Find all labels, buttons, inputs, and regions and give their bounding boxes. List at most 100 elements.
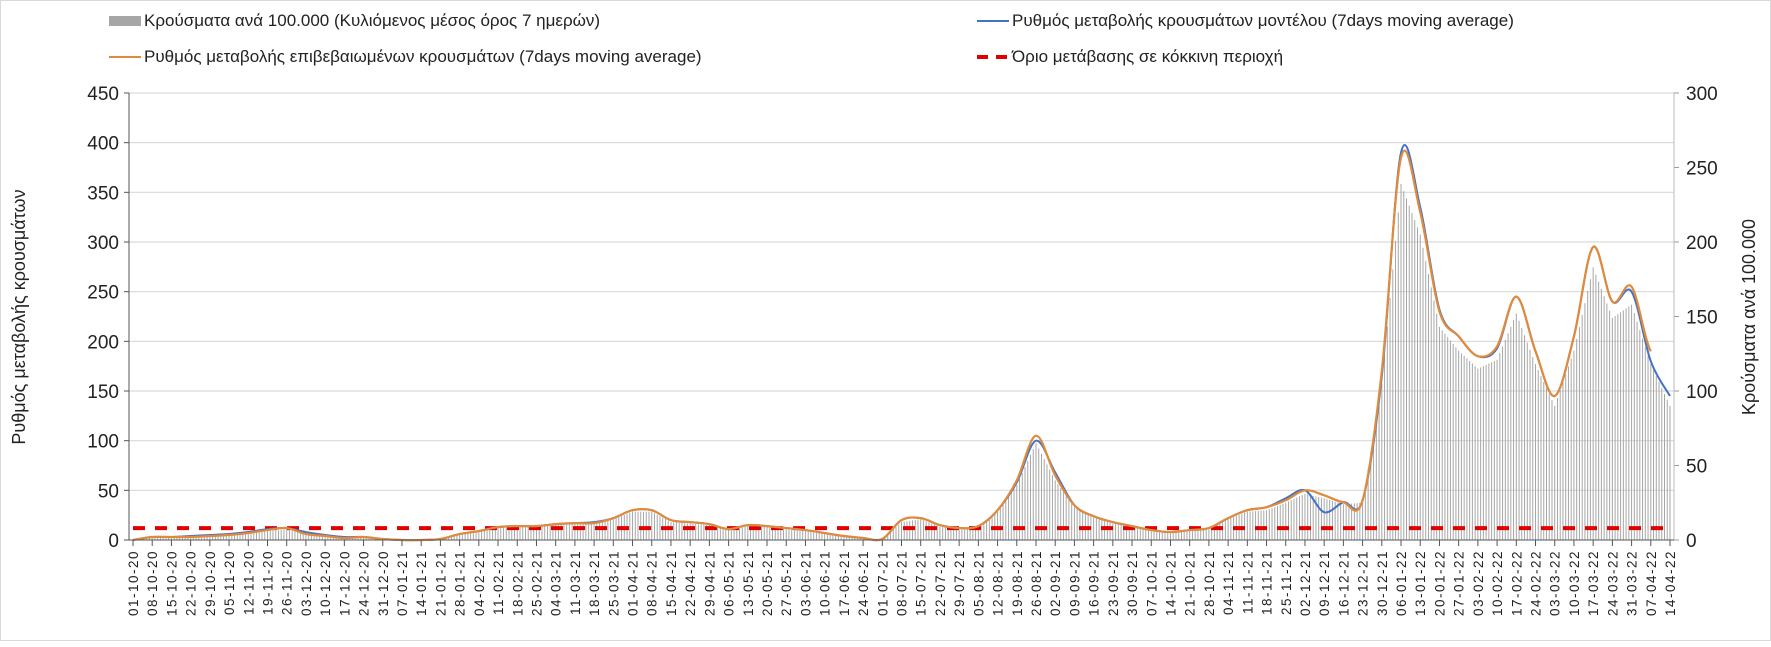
legend-item-model: Ρυθμός μεταβολής κρουσμάτων μοντέλου (7d… bbox=[977, 11, 1514, 31]
x-tick-label: 19-11-20 bbox=[260, 550, 275, 615]
legend-swatch-bars bbox=[109, 16, 141, 26]
x-tick-label: 09-12-21 bbox=[1317, 550, 1332, 616]
x-tick-label: 20-05-21 bbox=[760, 550, 775, 616]
x-tick-label: 20-01-22 bbox=[1432, 550, 1447, 616]
y-tick-label-right: 50 bbox=[1686, 457, 1707, 478]
x-tick-label: 29-04-21 bbox=[702, 550, 717, 616]
x-tick-label: 03-06-21 bbox=[798, 550, 813, 616]
x-tick-label: 28-10-21 bbox=[1202, 550, 1217, 616]
x-tick-label: 13-01-22 bbox=[1413, 550, 1428, 616]
x-tick-label: 21-01-21 bbox=[433, 550, 448, 616]
x-tick-label: 15-04-21 bbox=[664, 550, 679, 616]
x-tick-label: 25-11-21 bbox=[1279, 550, 1294, 615]
y-tick-label-left: 350 bbox=[87, 183, 119, 204]
x-tick-label: 22-10-20 bbox=[184, 550, 199, 616]
legend-item-threshold: Όριο μετάβασης σε κόκκινη περιοχή bbox=[977, 47, 1283, 67]
x-tick-label: 08-07-21 bbox=[895, 550, 910, 616]
bar-series bbox=[135, 183, 1671, 540]
y-tick-label-left: 150 bbox=[87, 382, 119, 403]
x-tick-label: 27-01-22 bbox=[1452, 550, 1467, 616]
legend-item-bars: Κρούσματα ανά 100.000 (Κυλιόμενος μέσος … bbox=[109, 11, 600, 31]
legend-swatch-threshold bbox=[977, 55, 1009, 59]
x-tick-label: 17-02-22 bbox=[1509, 550, 1524, 616]
x-tick-label: 27-05-21 bbox=[779, 550, 794, 616]
x-tick-label: 10-12-20 bbox=[318, 550, 333, 616]
x-tick-label: 02-12-21 bbox=[1298, 550, 1313, 616]
x-tick-label: 03-02-22 bbox=[1471, 550, 1486, 616]
x-tick-label: 15-07-21 bbox=[914, 550, 929, 616]
x-tick-label: 25-03-21 bbox=[606, 550, 621, 616]
x-tick-label: 08-04-21 bbox=[645, 550, 660, 616]
x-tick-label: 17-03-22 bbox=[1586, 550, 1601, 616]
x-tick-label: 21-10-21 bbox=[1183, 550, 1198, 616]
x-tick-label: 28-01-21 bbox=[453, 550, 468, 616]
x-tick-label: 19-08-21 bbox=[1010, 550, 1025, 616]
x-tick-label: 29-07-21 bbox=[952, 550, 967, 616]
x-tick-label: 26-08-21 bbox=[1029, 550, 1044, 616]
x-tick-label: 12-08-21 bbox=[991, 550, 1006, 616]
x-tick-label: 24-02-22 bbox=[1529, 550, 1544, 616]
legend-label-model: Ρυθμός μεταβολής κρουσμάτων μοντέλου (7d… bbox=[1012, 11, 1514, 30]
y-tick-label-left: 200 bbox=[87, 332, 119, 353]
x-tick-label: 10-02-22 bbox=[1490, 550, 1505, 616]
x-tick-label: 16-12-21 bbox=[1336, 550, 1351, 616]
x-tick-label: 22-07-21 bbox=[933, 550, 948, 616]
y-tick-label-left: 300 bbox=[87, 233, 119, 254]
y-tick-label-left: 400 bbox=[87, 134, 119, 155]
y-tick-label-left: 250 bbox=[87, 283, 119, 304]
x-tick-label: 30-12-21 bbox=[1375, 550, 1390, 616]
y-tick-label-left: 0 bbox=[108, 531, 119, 552]
x-tick-label: 31-03-22 bbox=[1625, 550, 1640, 616]
x-tick-label: 06-05-21 bbox=[722, 550, 737, 616]
x-tick-label: 01-10-20 bbox=[126, 550, 141, 616]
x-tick-label: 04-03-21 bbox=[549, 550, 564, 616]
x-tick-label: 24-06-21 bbox=[856, 550, 871, 616]
x-tick-label: 05-08-21 bbox=[971, 550, 986, 616]
x-tick-label: 14-10-21 bbox=[1163, 550, 1178, 616]
x-tick-label: 02-09-21 bbox=[1048, 550, 1063, 616]
x-tick-label: 04-02-21 bbox=[472, 550, 487, 616]
axes: 0 50 100 150 200 250 300 350 400 450 0 50 100 150 200 2… bbox=[87, 84, 1717, 616]
y-tick-label-right: 0 bbox=[1686, 531, 1697, 552]
x-tick-label: 09-09-21 bbox=[1067, 550, 1082, 616]
y-axis-label-left: Ρυθμός μεταβολής κρουσμάτων bbox=[9, 189, 29, 444]
x-tick-label: 01-07-21 bbox=[875, 550, 890, 616]
x-tick-label: 07-04-22 bbox=[1644, 550, 1659, 616]
legend-swatch-model bbox=[977, 20, 1009, 22]
y-tick-label-right: 300 bbox=[1686, 84, 1718, 105]
y-tick-label-right: 150 bbox=[1686, 308, 1718, 329]
x-tick-label: 23-12-21 bbox=[1356, 550, 1371, 616]
y-tick-label-right: 100 bbox=[1686, 382, 1718, 403]
x-tick-label: 14-01-21 bbox=[414, 550, 429, 616]
x-tick-label: 12-11-20 bbox=[241, 550, 256, 615]
x-tick-label: 17-12-20 bbox=[337, 550, 352, 616]
x-tick-label: 24-12-20 bbox=[357, 550, 372, 616]
legend-label-threshold: Όριο μετάβασης σε κόκκινη περιοχή bbox=[1012, 47, 1284, 66]
x-tick-label: 06-01-22 bbox=[1394, 550, 1409, 616]
x-tick-label: 07-01-21 bbox=[395, 550, 410, 616]
x-tick-label: 10-06-21 bbox=[818, 550, 833, 616]
x-tick-label: 18-11-21 bbox=[1260, 550, 1275, 615]
x-tick-label: 11-11-21 bbox=[1240, 550, 1255, 614]
x-tick-label: 29-10-20 bbox=[203, 550, 218, 616]
x-tick-label: 03-03-22 bbox=[1548, 550, 1563, 616]
x-tick-label: 26-11-20 bbox=[280, 550, 295, 615]
x-tick-label: 18-03-21 bbox=[587, 550, 602, 616]
x-tick-label: 07-10-21 bbox=[1144, 550, 1159, 616]
legend-swatch-confirmed bbox=[109, 56, 141, 58]
y-tick-label-left: 50 bbox=[98, 481, 119, 502]
x-tick-label: 22-04-21 bbox=[683, 550, 698, 616]
x-tick-label: 31-12-20 bbox=[376, 550, 391, 616]
y-tick-label-left: 450 bbox=[87, 84, 119, 105]
x-tick-label: 03-12-20 bbox=[299, 550, 314, 616]
x-tick-label: 04-11-21 bbox=[1221, 550, 1236, 615]
y-tick-label-right: 250 bbox=[1686, 159, 1718, 180]
x-tick-label: 17-06-21 bbox=[837, 550, 852, 616]
x-tick-label: 01-04-21 bbox=[626, 550, 641, 616]
y-tick-label-right: 200 bbox=[1686, 233, 1718, 254]
x-tick-label: 11-03-21 bbox=[568, 550, 583, 615]
x-tick-label: 15-10-20 bbox=[164, 550, 179, 616]
legend-label-bars: Κρούσματα ανά 100.000 (Κυλιόμενος μέσος … bbox=[144, 11, 601, 30]
y-axis-label-right: Κρούσματα ανά 100.000 bbox=[1739, 219, 1759, 415]
